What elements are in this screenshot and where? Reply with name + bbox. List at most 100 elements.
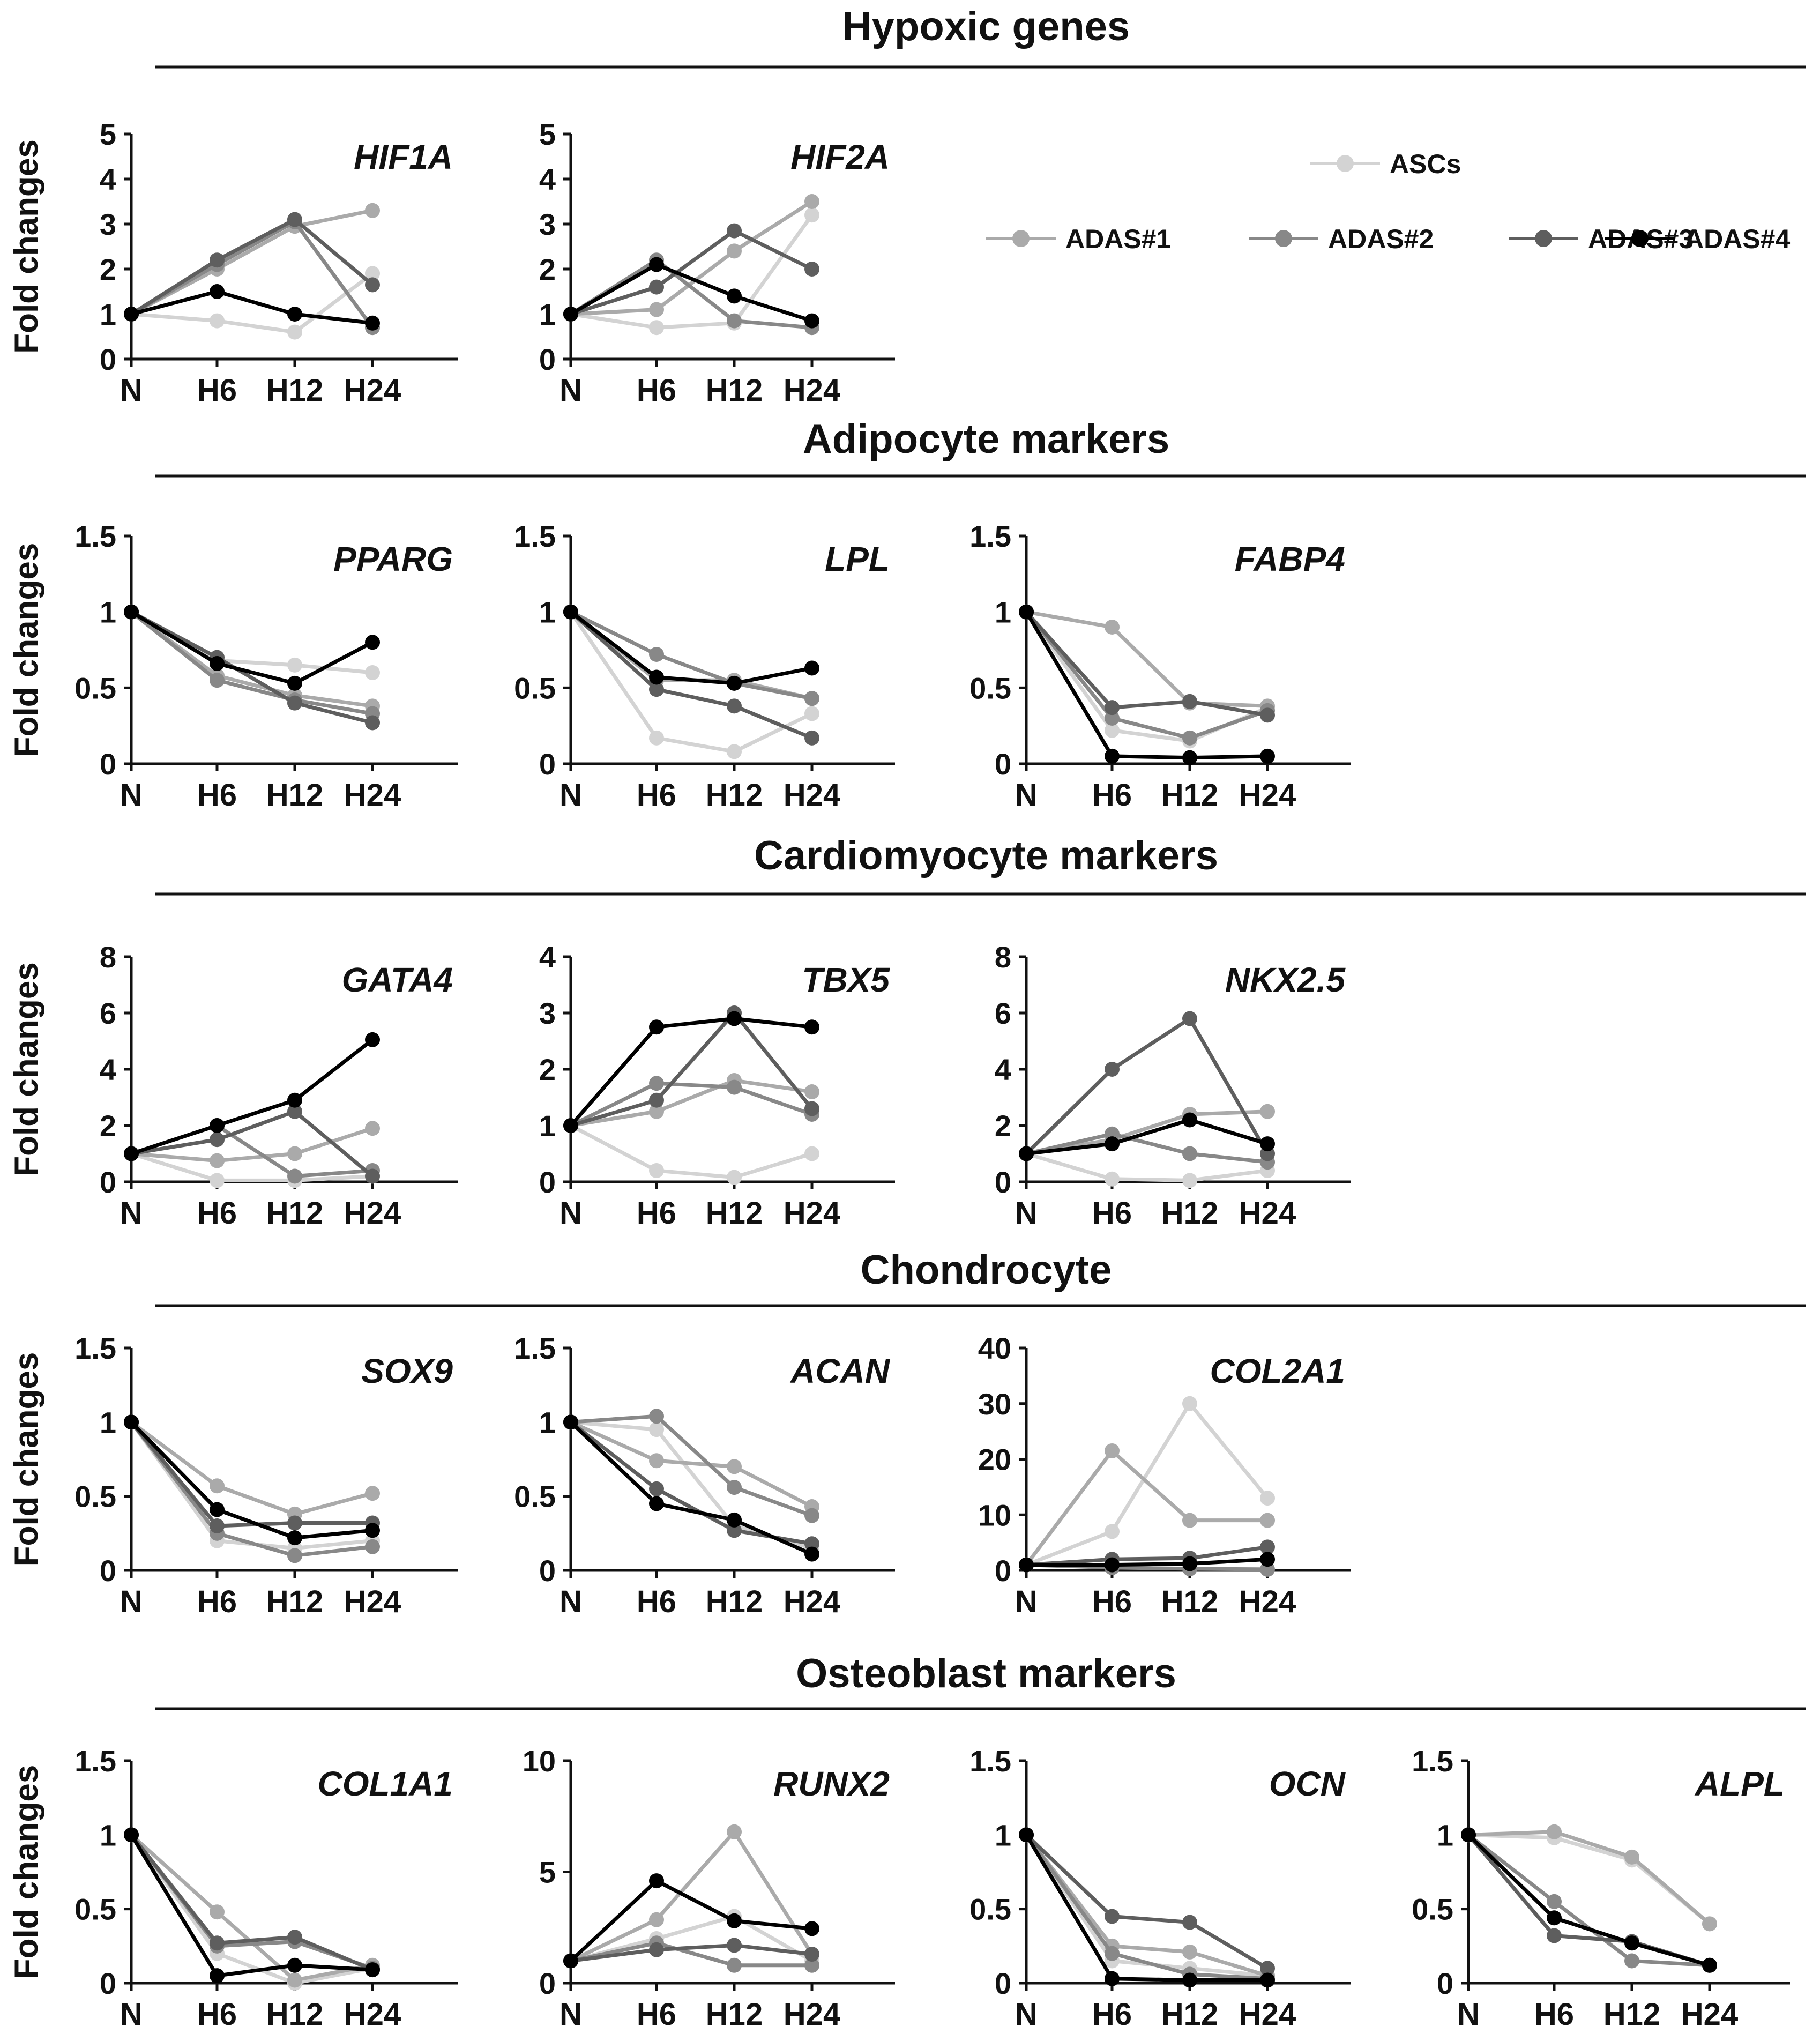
data-point-adas-4-h24 xyxy=(1702,1957,1717,1973)
x-tick-label-h24: H24 xyxy=(344,373,401,408)
x-tick-label-h6: H6 xyxy=(637,373,676,408)
series-line-adas-4 xyxy=(130,1834,373,1978)
y-tick-label: 3 xyxy=(539,996,556,1030)
section-title-cardiomyocyte-markers: Cardiomyocyte markers xyxy=(754,833,1218,878)
data-point-adas-1-h24 xyxy=(1260,1104,1275,1119)
data-point-ascs-h12 xyxy=(287,657,302,673)
panel-acan: 0 0.5 1 1.5 N H6 H12 H24 ACAN xyxy=(514,1331,895,1619)
panel-fabp4: 0 0.5 1 1.5 N H6 H12 H24 FABP4 xyxy=(969,519,1351,813)
data-point-adas-4-h6 xyxy=(1105,748,1120,764)
data-point-adas-1-h24 xyxy=(365,1486,380,1501)
series-adas-4 xyxy=(124,1414,380,1546)
y-tick-label: 0 xyxy=(100,1165,116,1199)
data-point-adas-1-h12 xyxy=(727,243,742,259)
y-tick-label: 0.5 xyxy=(514,1480,556,1514)
gene-title-tbx5: TBX5 xyxy=(802,960,890,999)
x-tick-label-h12: H12 xyxy=(1161,1196,1218,1231)
series-line-adas-1 xyxy=(130,1833,373,1982)
data-point-ascs-h6 xyxy=(1105,1171,1120,1187)
data-point-adas-3-h24 xyxy=(1260,1539,1275,1555)
data-point-ascs-h24 xyxy=(804,207,819,223)
data-point-ascs-h12 xyxy=(1182,1173,1197,1188)
gene-title-hif1a: HIF1A xyxy=(354,138,453,176)
series-line-adas-4 xyxy=(569,610,812,686)
series-line-adas-3 xyxy=(131,1109,374,1178)
data-point-adas-4-n xyxy=(563,604,578,620)
data-point-adas-2-h24 xyxy=(804,691,819,706)
y-tick-label: 5 xyxy=(539,1856,556,1889)
x-tick-label-n: N xyxy=(560,1997,582,2032)
series-adas-2 xyxy=(563,1076,819,1133)
series-adas-4 xyxy=(563,1011,819,1133)
data-point-ascs-h6 xyxy=(1105,722,1120,738)
series-line-adas-2 xyxy=(130,1834,374,1970)
series-line-adas-1 xyxy=(569,610,812,701)
series-line-adas-2 xyxy=(130,220,374,329)
y-tick-label: 5 xyxy=(539,117,556,151)
data-point-adas-1-h6 xyxy=(210,1904,225,1920)
series-line-ascs xyxy=(130,1834,373,1985)
data-point-adas-3-h6 xyxy=(1105,700,1120,716)
data-point-ascs-h12 xyxy=(727,744,742,759)
y-tick-label: 4 xyxy=(995,1053,1011,1086)
series-line-adas-4 xyxy=(130,610,374,686)
data-point-adas-4-h12 xyxy=(727,1011,742,1026)
section-headers: Hypoxic genes Adipocyte markers Cardiomyoc… xyxy=(155,4,1806,1710)
x-tick-label-h24: H24 xyxy=(1239,1584,1296,1619)
data-point-adas-4-h24 xyxy=(804,660,819,676)
legend-item-adas-1: ADAS#1 xyxy=(986,224,1171,254)
series-line-adas-3 xyxy=(1026,1545,1268,1567)
data-point-adas-4-h6 xyxy=(649,1873,664,1889)
y-tick-label: 6 xyxy=(995,996,1011,1030)
series-adas-1 xyxy=(124,1827,380,1988)
y-tick-label: 2 xyxy=(539,252,556,286)
x-tick-label-h24: H24 xyxy=(344,1196,401,1231)
x-tick-label-n: N xyxy=(120,1196,143,1231)
x-tick-label-h12: H12 xyxy=(266,373,323,408)
series-ascs xyxy=(124,604,380,680)
series-adas-2 xyxy=(124,1827,380,1976)
series-line-ascs xyxy=(1025,1402,1269,1567)
x-tick-label-n: N xyxy=(560,1196,582,1231)
y-tick-label: 3 xyxy=(539,207,556,241)
data-point-adas-4-n xyxy=(124,307,139,322)
series-adas-2 xyxy=(1019,1827,1275,1986)
gene-title-lpl: LPL xyxy=(825,540,890,578)
data-point-adas-1-h24 xyxy=(804,1084,819,1099)
series-line-adas-3 xyxy=(130,1834,374,1972)
chart-panels: 0 1 2 3 4 5 N H6 H12 H24 HIF1A Fold changes 0 1 2 3 4 5 N H… xyxy=(8,117,1790,2032)
y-tick-label: 1 xyxy=(539,1109,556,1143)
series-line-adas-2 xyxy=(570,1414,813,1517)
data-point-adas-2-h24 xyxy=(804,1508,819,1523)
data-point-adas-3-h24 xyxy=(365,715,380,731)
series-line-adas-3 xyxy=(1025,1017,1270,1155)
y-tick-label: 1 xyxy=(100,1405,116,1439)
series-adas-4 xyxy=(563,1414,819,1562)
series-line-adas-1 xyxy=(1025,1449,1267,1566)
x-tick-label-h6: H6 xyxy=(197,1997,237,2032)
y-tick-label: 0.5 xyxy=(74,1893,116,1926)
data-point-adas-2-h6 xyxy=(1547,1894,1562,1909)
x-tick-label-h6: H6 xyxy=(1092,778,1132,813)
series-adas-3 xyxy=(563,223,819,322)
data-point-adas-1-h12 xyxy=(727,1459,742,1474)
series-ascs xyxy=(1019,1827,1275,1984)
series-line-ascs xyxy=(1026,1152,1268,1182)
y-tick-label: 1 xyxy=(100,595,116,629)
data-point-adas-4-n xyxy=(1019,1557,1034,1573)
data-point-adas-2-h6 xyxy=(649,647,664,662)
series-line-adas-1 xyxy=(1025,1834,1269,1978)
x-tick-label-h24: H24 xyxy=(344,778,401,813)
x-tick-label-h6: H6 xyxy=(197,1196,237,1231)
data-point-adas-4-n xyxy=(563,1414,578,1430)
data-point-adas-3-h12 xyxy=(727,698,742,714)
data-point-adas-4-n xyxy=(124,1146,139,1161)
data-point-adas-2-h12 xyxy=(1182,1146,1197,1161)
data-point-adas-1-h6 xyxy=(649,1104,664,1119)
data-point-adas-2-h6 xyxy=(649,1076,664,1091)
y-tick-label: 0 xyxy=(995,1165,1011,1199)
y-tick-label: 0 xyxy=(100,747,116,781)
data-point-adas-4-h24 xyxy=(365,1032,380,1047)
data-point-ascs-h24 xyxy=(804,1146,819,1161)
